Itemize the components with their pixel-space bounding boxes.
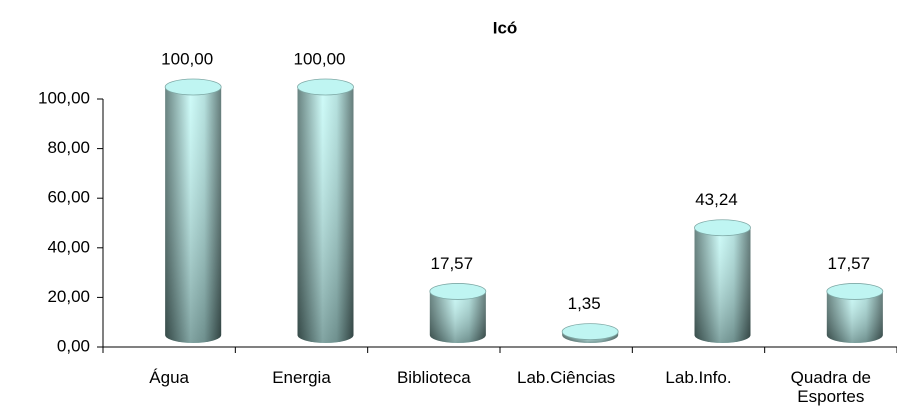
value-label: 43,24 xyxy=(695,190,738,209)
bar xyxy=(297,78,354,343)
bar-cap xyxy=(297,78,354,96)
bar-shade xyxy=(429,291,486,343)
bar xyxy=(164,78,222,343)
bar xyxy=(429,283,487,343)
y-tick-label: 0,00 xyxy=(57,336,90,355)
bar-shade xyxy=(694,227,751,343)
bar-cap xyxy=(561,323,619,341)
bar xyxy=(694,219,751,343)
y-tick-label: 100,00 xyxy=(38,88,90,107)
bar-shade xyxy=(297,87,354,343)
x-tick-label: Lab.Ciências xyxy=(517,368,616,387)
x-tick-label: Biblioteca xyxy=(396,368,471,387)
bar-cap xyxy=(429,283,487,300)
bar-shade xyxy=(165,87,222,343)
y-tick-label: 80,00 xyxy=(47,138,90,157)
bar xyxy=(561,323,619,343)
value-label: 100,00 xyxy=(294,49,346,68)
value-label: 100,00 xyxy=(161,49,213,68)
bar xyxy=(826,283,884,343)
chart-title: Icó xyxy=(493,18,518,37)
value-label: 17,57 xyxy=(431,254,474,273)
x-tick-label: Quadra de Esportes xyxy=(790,368,871,406)
bar-cap xyxy=(694,219,751,237)
x-tick-label: Energia xyxy=(272,368,331,387)
x-tick-label: Água xyxy=(149,368,189,387)
bar-shade xyxy=(826,291,883,343)
y-tick-label: 60,00 xyxy=(47,188,90,207)
value-label: 1,35 xyxy=(568,294,601,313)
bar-cap xyxy=(826,283,884,300)
x-tick-label: Lab.Info. xyxy=(665,368,732,387)
value-label: 17,57 xyxy=(828,254,871,273)
y-tick-label: 40,00 xyxy=(47,237,90,256)
y-tick-label: 20,00 xyxy=(47,287,90,306)
bar-cap xyxy=(164,78,222,96)
